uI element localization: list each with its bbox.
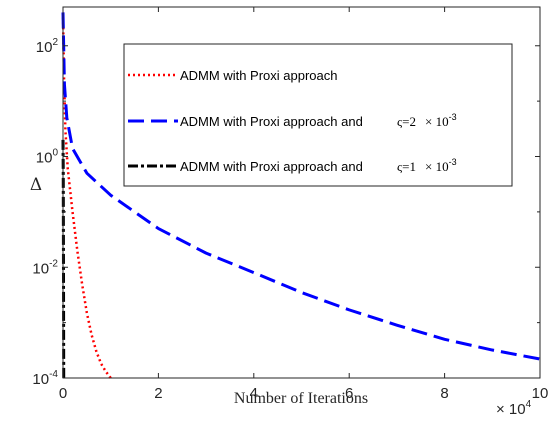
x-tick-label: 2 (154, 385, 162, 402)
plot-frame (62, 6, 541, 379)
x-axis-label: Number of Iterations (234, 390, 368, 407)
x-tick-label: 6 (345, 385, 353, 402)
x-axis-ticks: 0 2 4 6 8 10 (59, 7, 549, 402)
x-tick-label: 8 (440, 385, 448, 402)
legend-label-1: ADMM with Proxi approach (180, 68, 338, 83)
y-tick-label: 100 (36, 148, 59, 167)
series-line-2 (61, 12, 541, 361)
x-tick-label: 10 (532, 385, 549, 402)
x-tick-label: 0 (59, 385, 67, 402)
legend-label-2: ADMM with Proxi approach and (180, 114, 363, 129)
legend-box (123, 43, 513, 187)
y-axis-label: Δ (30, 175, 42, 195)
legend-mult-3: × 10-3 (425, 157, 457, 174)
legend-param-3: ς=1 (397, 159, 416, 174)
y-axis-ticks: 10-4 10-2 100 102 (32, 37, 540, 388)
x-tick-label: 4 (250, 385, 258, 402)
x-multiplier-exp: 4 (526, 399, 532, 410)
x-multiplier-label: × 104 (496, 399, 532, 418)
legend-param-2: ς=2 (397, 114, 416, 129)
y-tick-label: 102 (36, 37, 59, 56)
legend: ADMM with Proxi approach ADMM with Proxi … (123, 43, 513, 187)
y-tick-label: 10-4 (32, 369, 58, 388)
legend-label-3: ADMM with Proxi approach and (180, 159, 363, 174)
legend-mult-2: × 10-3 (425, 112, 457, 129)
y-tick-label: 10-2 (32, 258, 58, 277)
x-multiplier-base: × 10 (496, 401, 526, 418)
